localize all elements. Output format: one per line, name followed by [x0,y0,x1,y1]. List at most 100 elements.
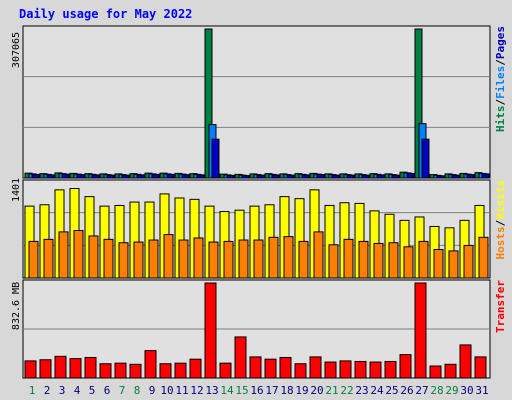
bar-hosts-day-1 [28,240,39,279]
day-label-14: 14 [220,384,234,397]
bar-kbytes-day-10 [159,363,172,379]
bar-pages-day-26 [406,172,415,179]
scale-label-hits: 307065 [11,32,22,68]
bar-hosts-day-23 [358,240,369,279]
day-label-18: 18 [280,384,293,397]
day-label-10: 10 [160,384,173,397]
bar-hosts-day-28 [433,249,444,279]
bar-hosts-day-13 [208,241,219,279]
day-label-6: 6 [104,384,111,397]
side-legend-hits: Hits/Files/Pages [494,26,507,132]
bar-kbytes-day-1 [24,360,37,379]
bar-pages-day-31 [481,173,490,179]
bar-pages-day-11 [181,174,190,179]
legend-part-files: Files [494,66,507,99]
bar-kbytes-day-18 [279,356,292,379]
bar-kbytes-day-2 [39,359,52,379]
bar-pages-day-29 [451,174,460,179]
bar-kbytes-day-23 [354,360,367,379]
day-label-19: 19 [295,384,308,397]
bar-hosts-day-2 [43,238,54,279]
bar-hosts-day-24 [373,242,384,279]
day-label-17: 17 [265,384,278,397]
day-label-22: 22 [340,384,353,397]
day-label-5: 5 [89,384,96,397]
bar-pages-day-27 [421,138,430,179]
bar-pages-day-25 [391,174,400,179]
bar-kbytes-day-22 [339,360,352,379]
bar-kbytes-day-19 [294,363,307,379]
bar-kbytes-day-17 [264,358,277,379]
day-label-12: 12 [190,384,203,397]
day-label-20: 20 [310,384,323,397]
bar-pages-day-22 [346,174,355,179]
bar-kbytes-day-24 [369,361,382,379]
day-label-24: 24 [370,384,384,397]
day-label-4: 4 [74,384,81,397]
bar-kbytes-day-29 [444,363,457,379]
bar-kbytes-day-9 [144,350,157,379]
bar-pages-day-16 [256,174,265,179]
bar-hosts-day-30 [463,244,474,279]
legend-part-separator: / [494,219,507,226]
day-label-15: 15 [235,384,248,397]
scale-label-visits: 1401 [11,178,22,202]
bar-pages-day-9 [151,173,160,179]
bar-pages-day-21 [331,174,340,179]
bar-kbytes-day-3 [54,355,67,379]
day-label-30: 30 [460,384,473,397]
bar-kbytes-day-13 [204,282,217,379]
panel-hits [22,25,491,179]
bar-kbytes-day-16 [249,356,262,379]
bar-hosts-day-27 [418,240,429,279]
bar-kbytes-day-14 [219,362,232,379]
day-label-25: 25 [385,384,398,397]
bar-pages-day-4 [76,174,85,179]
day-label-2: 2 [44,384,51,397]
bar-kbytes-day-4 [69,358,82,379]
bar-kbytes-day-25 [384,360,397,379]
bar-pages-day-10 [166,173,175,179]
bar-pages-day-15 [241,175,250,179]
bar-pages-day-24 [376,174,385,179]
bar-pages-day-17 [271,174,280,179]
bar-pages-day-20 [316,174,325,179]
bar-pages-day-13 [211,138,220,179]
scale-label-kbytes: 832.6 MB [11,282,22,330]
bar-kbytes-day-28 [429,365,442,379]
legend-part-hosts: Hosts [494,226,507,259]
day-label-16: 16 [250,384,263,397]
bar-hosts-day-10 [163,234,174,279]
bar-hosts-day-26 [403,246,414,279]
bar-pages-day-3 [61,173,70,179]
day-label-29: 29 [445,384,458,397]
day-label-23: 23 [355,384,368,397]
day-label-28: 28 [430,384,443,397]
bar-hosts-day-7 [118,242,129,279]
bar-pages-day-6 [106,174,115,179]
bar-hosts-day-12 [193,237,204,279]
bar-kbytes-day-8 [129,363,142,379]
day-label-27: 27 [415,384,428,397]
bar-hosts-day-19 [298,240,309,279]
legend-part-hits: Hits [494,106,507,133]
day-label-13: 13 [205,384,218,397]
bar-hosts-day-14 [223,240,234,279]
bar-kbytes-day-7 [114,362,127,379]
bar-pages-day-12 [196,174,205,179]
bar-kbytes-day-31 [474,356,487,379]
legend-part-visits: Visits [494,180,507,220]
side-legend-kbytes: Transfer [494,280,507,333]
bar-kbytes-day-11 [174,362,187,379]
bar-kbytes-day-27 [414,282,427,379]
bar-kbytes-day-12 [189,358,202,379]
bar-pages-day-1 [31,173,40,179]
bar-hosts-day-29 [448,250,459,279]
legend-part-separator: / [494,59,507,66]
bar-pages-day-19 [301,174,310,179]
bar-kbytes-day-30 [459,344,472,379]
bar-hosts-day-17 [268,236,279,279]
bar-hosts-day-15 [238,239,249,279]
